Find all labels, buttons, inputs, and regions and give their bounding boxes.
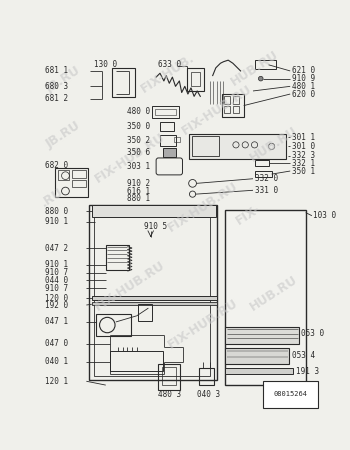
Text: FIX-HUB.RU: FIX-HUB.RU bbox=[166, 179, 241, 234]
Bar bbox=[72, 170, 86, 178]
Bar bbox=[233, 96, 239, 104]
Bar bbox=[233, 106, 239, 112]
Bar bbox=[106, 245, 129, 270]
Text: 332 3: 332 3 bbox=[292, 151, 315, 160]
Bar bbox=[187, 68, 204, 91]
Text: 480 1: 480 1 bbox=[292, 82, 315, 91]
Text: 331 0: 331 0 bbox=[254, 186, 278, 195]
Bar bbox=[222, 94, 244, 117]
Text: 880 1: 880 1 bbox=[127, 194, 150, 203]
Text: 301 1: 301 1 bbox=[292, 133, 315, 142]
Text: JB.RU: JB.RU bbox=[44, 119, 83, 151]
Text: 332 0: 332 0 bbox=[254, 174, 278, 183]
Bar bbox=[160, 122, 174, 131]
Text: HUB.RU: HUB.RU bbox=[247, 125, 300, 165]
Text: 350 6: 350 6 bbox=[127, 148, 150, 157]
Bar bbox=[254, 60, 276, 69]
Text: 130 0: 130 0 bbox=[94, 60, 117, 69]
Text: 620 0: 620 0 bbox=[292, 90, 315, 99]
Text: 047 2: 047 2 bbox=[45, 243, 68, 252]
Bar bbox=[224, 106, 230, 112]
Bar bbox=[163, 148, 175, 157]
Text: 301 0: 301 0 bbox=[292, 142, 315, 151]
Text: 616 1: 616 1 bbox=[127, 187, 150, 196]
Text: 040 3: 040 3 bbox=[197, 390, 220, 399]
Text: 047 0: 047 0 bbox=[45, 339, 68, 348]
Text: HUB.RU: HUB.RU bbox=[247, 274, 300, 314]
Text: 192 0: 192 0 bbox=[45, 302, 68, 310]
Text: FIX-: FIX- bbox=[234, 202, 263, 227]
Text: 910 9: 910 9 bbox=[292, 74, 315, 83]
Bar bbox=[189, 134, 286, 159]
Text: 303 1: 303 1 bbox=[127, 162, 150, 171]
Text: 350 0: 350 0 bbox=[127, 122, 150, 131]
Bar bbox=[224, 96, 230, 104]
Bar bbox=[192, 136, 219, 156]
Text: FIX-HUB.RU: FIX-HUB.RU bbox=[92, 259, 168, 314]
Text: 103 0: 103 0 bbox=[314, 211, 337, 220]
Bar bbox=[225, 327, 299, 343]
Text: 910 2: 910 2 bbox=[127, 179, 150, 188]
Bar bbox=[254, 171, 272, 177]
Text: 047 1: 047 1 bbox=[45, 317, 68, 326]
Bar bbox=[254, 160, 268, 166]
Bar bbox=[94, 210, 210, 376]
Bar bbox=[155, 108, 175, 115]
Text: 191 3: 191 3 bbox=[296, 367, 320, 376]
Text: 040 1: 040 1 bbox=[45, 357, 68, 366]
Text: 880 0: 880 0 bbox=[45, 207, 68, 216]
Bar bbox=[199, 368, 214, 385]
Bar bbox=[110, 351, 163, 371]
Text: 350 1: 350 1 bbox=[292, 166, 315, 176]
Bar bbox=[152, 106, 179, 118]
Bar bbox=[138, 304, 152, 321]
Text: 680 3: 680 3 bbox=[45, 82, 68, 91]
Bar bbox=[191, 72, 200, 86]
Text: 910 7: 910 7 bbox=[45, 284, 68, 292]
Text: 053 4: 053 4 bbox=[292, 351, 315, 360]
Bar bbox=[225, 348, 289, 364]
Bar bbox=[225, 368, 293, 374]
Text: 350 2: 350 2 bbox=[127, 136, 150, 145]
Bar bbox=[92, 302, 217, 305]
Text: JB.RU: JB.RU bbox=[44, 64, 83, 95]
Text: 332 1: 332 1 bbox=[292, 159, 315, 168]
Text: FIX-HUB.RU: FIX-HUB.RU bbox=[92, 130, 168, 186]
Bar bbox=[58, 170, 69, 180]
Bar bbox=[96, 314, 131, 336]
Text: 120 1: 120 1 bbox=[45, 377, 68, 386]
Text: 08015264: 08015264 bbox=[273, 392, 307, 397]
Bar bbox=[55, 168, 88, 197]
Text: 681 1: 681 1 bbox=[45, 67, 68, 76]
Bar bbox=[89, 205, 217, 381]
Text: 044 0: 044 0 bbox=[45, 276, 68, 285]
Text: FIX-HUB.RU: FIX-HUB.RU bbox=[166, 297, 241, 352]
Bar bbox=[174, 137, 180, 142]
Text: 053 0: 053 0 bbox=[301, 329, 324, 338]
Bar bbox=[162, 367, 175, 385]
Text: 480 3: 480 3 bbox=[159, 390, 182, 399]
Bar bbox=[225, 210, 306, 385]
Text: 910 1: 910 1 bbox=[45, 261, 68, 270]
Text: .RU: .RU bbox=[38, 186, 66, 210]
Bar bbox=[160, 135, 175, 146]
Bar bbox=[92, 296, 217, 301]
Bar bbox=[112, 68, 135, 97]
Bar bbox=[92, 205, 216, 217]
Text: HUB.RU: HUB.RU bbox=[228, 48, 281, 89]
Text: 910 7: 910 7 bbox=[45, 268, 68, 277]
Text: 621 0: 621 0 bbox=[292, 67, 315, 76]
Text: 682 0: 682 0 bbox=[45, 161, 68, 170]
Text: 910 1: 910 1 bbox=[45, 217, 68, 226]
Text: FIX-HUB.: FIX-HUB. bbox=[139, 51, 197, 95]
Bar bbox=[159, 364, 180, 390]
Text: 633 0: 633 0 bbox=[159, 60, 182, 69]
Text: 910 5: 910 5 bbox=[145, 222, 168, 231]
Text: FIX-HUB.RU: FIX-HUB.RU bbox=[179, 82, 254, 137]
Bar bbox=[72, 180, 86, 187]
Text: 480 0: 480 0 bbox=[127, 107, 150, 116]
Circle shape bbox=[258, 76, 263, 81]
Text: 120 0: 120 0 bbox=[45, 293, 68, 302]
Text: 681 2: 681 2 bbox=[45, 94, 68, 103]
